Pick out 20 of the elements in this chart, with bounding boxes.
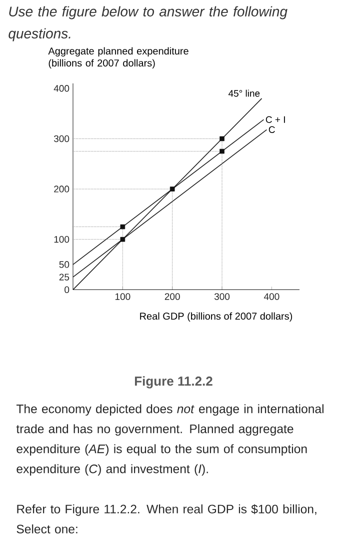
x-axis-title: Real GDP (billions of 2007 dollars) — [140, 312, 292, 322]
y-tick-label: 300 — [54, 135, 70, 142]
y-tick-label: 25 — [59, 274, 70, 280]
y-tick-label: 50 — [59, 261, 70, 268]
text: The economy depicted does not engage in international trade and has no government. Planned aggregate expenditure (AE) is equal to the sum of consumption expenditure (C) and investment (I). — [16, 404, 324, 476]
y-tick-label: 100 — [54, 236, 70, 243]
y-axis-title: Aggregate planned expenditure (billions of 2007 dollars) — [48, 47, 188, 69]
y-tick-label: 400 — [54, 85, 70, 92]
y-tick-label: 200 — [54, 186, 70, 192]
y-tick-label: 0 — [64, 286, 70, 294]
x-tick-label: 300 — [214, 293, 230, 300]
x-tick-label: 100 — [115, 293, 130, 300]
x-tick-label: 400 — [264, 293, 280, 300]
x-tick-label: 200 — [164, 293, 180, 300]
series-label: C + I — [266, 116, 285, 123]
chart-title: Use the figure below to answer the following questions. — [8, 6, 288, 42]
caption: Figure 11.2.2 — [134, 376, 212, 388]
text: Refer to Figure 11.2.2. When real GDP is $100 billion, Select one: — [16, 504, 316, 534]
series-label: 45° line — [228, 90, 260, 97]
series-label: C — [268, 126, 275, 134]
